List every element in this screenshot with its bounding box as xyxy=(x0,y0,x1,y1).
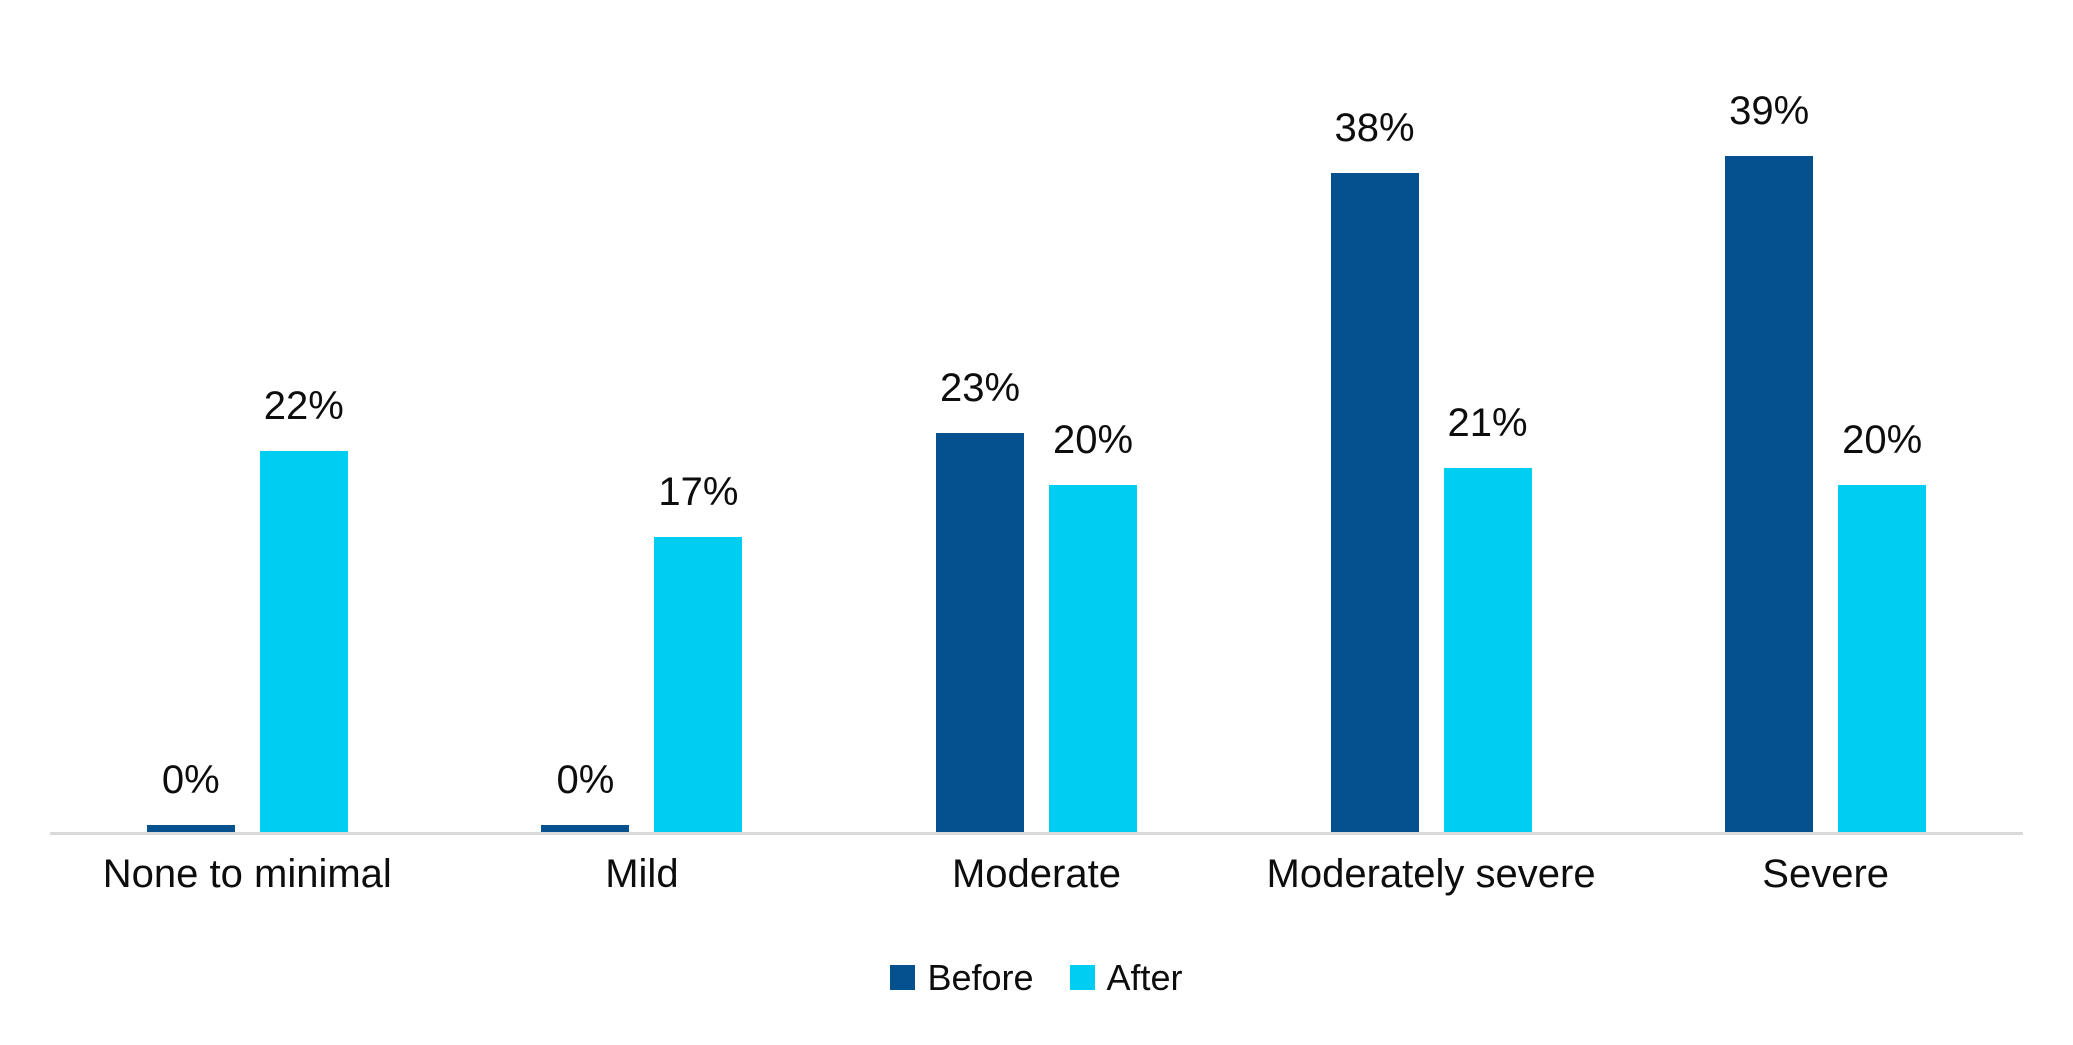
value-label: 22% xyxy=(263,384,344,428)
value-label: 20% xyxy=(1052,418,1134,462)
legend-item-after: After xyxy=(1069,956,1183,999)
legend-swatch-after-icon xyxy=(1069,965,1095,991)
bar-pair: 0% 22% xyxy=(146,383,348,832)
bar-before xyxy=(1725,156,1814,832)
legend-item-before: Before xyxy=(890,956,1034,999)
bar-pair: 38% 21% xyxy=(1330,105,1532,832)
bar-before xyxy=(146,825,235,832)
bar-pair: 39% 20% xyxy=(1725,88,1927,832)
plot-area: 0% 22% 0% 17% 23% 20% 38% 21% 39% 20% xyxy=(50,0,2023,832)
bar-pair: 23% 20% xyxy=(935,365,1137,832)
bar-column-after: 17% xyxy=(654,469,743,832)
bar-before xyxy=(541,825,630,832)
category-group: 0% 17% xyxy=(445,0,840,832)
category-group: 39% 20% xyxy=(1628,0,2023,832)
category-label: Severe xyxy=(1762,852,1890,896)
category-group: 38% 21% xyxy=(1234,0,1629,832)
bar-column-after: 20% xyxy=(1838,417,1927,832)
bar-column-before: 38% xyxy=(1330,105,1419,832)
category-label: None to minimal xyxy=(102,852,392,896)
bar-column-after: 22% xyxy=(259,383,348,832)
bar-column-before: 0% xyxy=(541,757,630,832)
value-label: 39% xyxy=(1729,89,1810,133)
bar-after xyxy=(1838,485,1927,832)
bar-column-after: 20% xyxy=(1048,417,1137,832)
legend-label-after: After xyxy=(1106,957,1183,998)
value-label: 21% xyxy=(1447,401,1528,445)
bar-column-after: 21% xyxy=(1443,400,1532,832)
value-label: 38% xyxy=(1334,106,1415,150)
x-axis-line xyxy=(50,832,2023,835)
bar-column-before: 23% xyxy=(935,365,1024,832)
value-label: 0% xyxy=(161,758,220,802)
value-label: 23% xyxy=(939,366,1021,410)
bar-column-before: 39% xyxy=(1725,88,1814,832)
category-label: Moderate xyxy=(951,852,1121,896)
value-label: 17% xyxy=(658,470,739,514)
category-label: Mild xyxy=(605,852,679,896)
category-axis-labels: None to minimal Mild Moderate Moderately se… xyxy=(50,850,2023,898)
value-label: 20% xyxy=(1842,418,1923,462)
bar-before xyxy=(935,433,1024,832)
legend: Before After xyxy=(0,956,2073,999)
category-label: Moderately severe xyxy=(1266,852,1596,896)
legend-label-before: Before xyxy=(927,957,1034,998)
bar-after xyxy=(1443,468,1532,832)
value-label: 0% xyxy=(556,758,615,802)
bar-pair: 0% 17% xyxy=(541,469,743,832)
bar-column-before: 0% xyxy=(146,757,235,832)
bar-before xyxy=(1330,173,1419,832)
bar-after xyxy=(654,537,743,832)
category-group: 0% 22% xyxy=(50,0,445,832)
legend-swatch-before-icon xyxy=(890,965,916,991)
category-group: 23% 20% xyxy=(839,0,1234,832)
bar-after xyxy=(259,451,348,832)
bar-after xyxy=(1048,485,1137,832)
